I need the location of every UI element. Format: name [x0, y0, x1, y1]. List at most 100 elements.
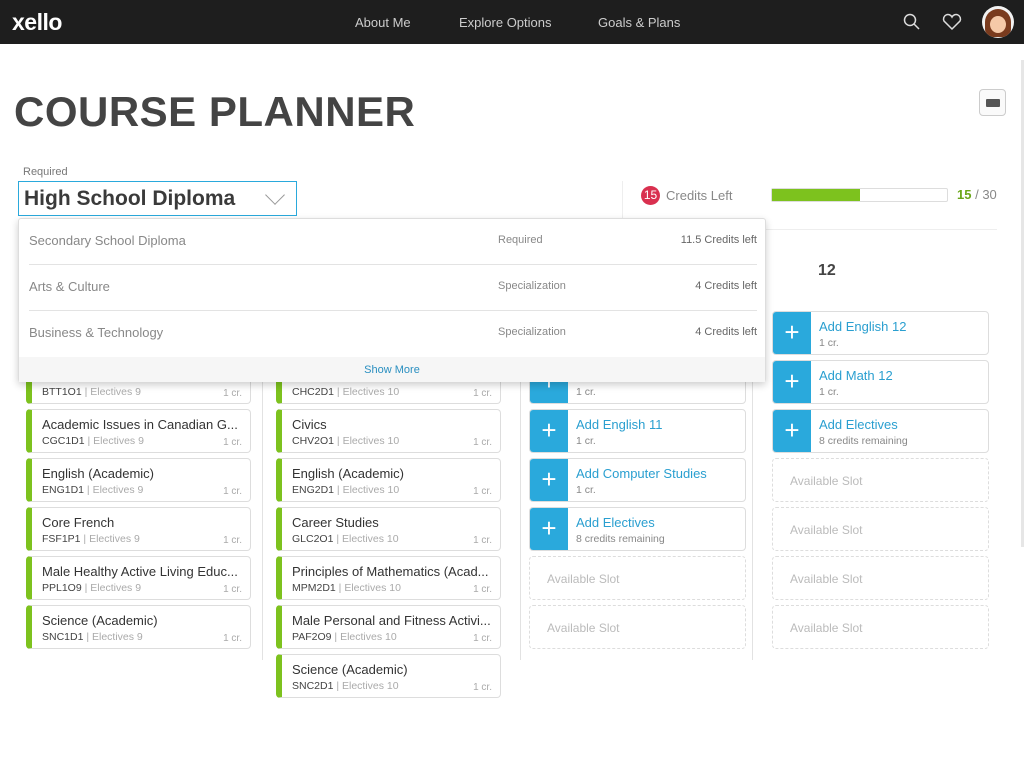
course-title: Science (Academic): [292, 662, 408, 677]
add-course-subtitle: 1 cr.: [576, 484, 596, 496]
avatar[interactable]: [982, 6, 1014, 38]
course-credits: 1 cr.: [223, 388, 242, 399]
credits-left-badge: 15: [641, 186, 660, 205]
plus-icon: +: [530, 508, 568, 550]
course-meta: ENG2D1 | Electives 10: [292, 484, 400, 496]
course-card[interactable]: Academic Issues in Canadian G... CGC1D1 |…: [26, 409, 251, 453]
dropdown-option[interactable]: Business & Technology Specialization 4 Cre…: [29, 325, 757, 340]
search-icon[interactable]: [903, 13, 921, 31]
course-meta: SNC1D1 | Electives 9: [42, 631, 143, 643]
plan-select[interactable]: High School Diploma: [18, 181, 297, 216]
course-meta: CHV2O1 | Electives 10: [292, 435, 400, 447]
plus-icon: +: [530, 410, 568, 452]
chevron-down-icon: [265, 185, 285, 205]
course-title: English (Academic): [42, 466, 154, 481]
plus-icon: +: [773, 312, 811, 354]
course-title: Civics: [292, 417, 327, 432]
add-course-title: Add Computer Studies: [576, 466, 707, 481]
nav-about-me[interactable]: About Me: [355, 15, 411, 30]
course-category: Electives 10: [342, 533, 399, 545]
course-credits: 1 cr.: [473, 682, 492, 693]
course-card[interactable]: Male Personal and Fitness Activi... PAF2O…: [276, 605, 501, 649]
add-course-subtitle: 1 cr.: [576, 435, 596, 447]
course-card[interactable]: Male Healthy Active Living Educ... PPL1O9…: [26, 556, 251, 600]
add-course-card[interactable]: + Add English 11 1 cr.: [529, 409, 746, 453]
available-slot[interactable]: Available Slot: [529, 605, 746, 649]
course-title: Core French: [42, 515, 115, 530]
plus-icon: +: [530, 459, 568, 501]
progress-fill: [772, 189, 860, 201]
add-course-card[interactable]: + Add Computer Studies 1 cr.: [529, 458, 746, 502]
course-title: Science (Academic): [42, 613, 158, 628]
add-course-title: Add English 11: [576, 417, 663, 432]
course-code: BTT1O1: [42, 386, 82, 398]
course-card[interactable]: Career Studies GLC2O1 | Electives 10 1 cr.: [276, 507, 501, 551]
course-category: Electives 10: [342, 484, 400, 496]
course-code: PPL1O9: [42, 582, 82, 594]
course-card[interactable]: Civics CHV2O1 | Electives 10 1 cr.: [276, 409, 501, 453]
course-code: MPM2D1: [292, 582, 336, 594]
available-slot[interactable]: Available Slot: [529, 556, 746, 600]
plan-select-value: High School Diploma: [24, 187, 236, 210]
course-code: CHV2O1: [292, 435, 335, 447]
course-category: Electives 9: [92, 631, 143, 643]
course-card[interactable]: English (Academic) ENG2D1 | Electives 10 1…: [276, 458, 501, 502]
heart-icon[interactable]: [942, 13, 962, 31]
add-course-subtitle: 1 cr.: [819, 337, 839, 349]
course-code: SNC2D1: [292, 680, 334, 692]
add-course-title: Add Electives: [576, 515, 655, 530]
course-category: Electives 9: [89, 533, 140, 545]
plan-type-label: Required: [23, 166, 68, 178]
add-course-card[interactable]: + Add Math 12 1 cr.: [772, 360, 989, 404]
course-meta: MPM2D1 | Electives 10: [292, 582, 401, 594]
course-category: Electives 9: [93, 435, 144, 447]
course-card[interactable]: Core French FSF1P1 | Electives 9 1 cr.: [26, 507, 251, 551]
course-credits: 1 cr.: [473, 584, 492, 595]
course-credits: 1 cr.: [473, 633, 492, 644]
course-category: Electives 9: [90, 386, 142, 398]
show-more-button[interactable]: Show More: [19, 357, 765, 382]
divider: [622, 229, 997, 230]
course-meta: SNC2D1 | Electives 10: [292, 680, 399, 692]
add-course-title: Add Math 12: [819, 368, 893, 383]
available-slot[interactable]: Available Slot: [772, 605, 989, 649]
course-card[interactable]: Science (Academic) SNC1D1 | Electives 9 1 …: [26, 605, 251, 649]
course-card[interactable]: Principles of Mathematics (Acad... MPM2D1…: [276, 556, 501, 600]
add-course-title: Add Electives: [819, 417, 898, 432]
dropdown-option[interactable]: Secondary School Diploma Required 11.5 Cre…: [29, 219, 757, 265]
course-category: Electives 9: [90, 582, 142, 594]
add-course-subtitle: 1 cr.: [819, 386, 839, 398]
scrollbar[interactable]: [1021, 60, 1024, 547]
course-credits: 1 cr.: [473, 388, 492, 399]
add-course-card[interactable]: + Add Electives 8 credits remaining: [529, 507, 746, 551]
course-code: PAF2O9: [292, 631, 332, 643]
add-course-title: Add English 12: [819, 319, 907, 334]
plus-icon: +: [773, 410, 811, 452]
course-meta: BTT1O1 | Electives 9: [42, 386, 142, 398]
course-card[interactable]: Science (Academic) SNC2D1 | Electives 10 1…: [276, 654, 501, 698]
course-card[interactable]: English (Academic) ENG1D1 | Electives 9 1 …: [26, 458, 251, 502]
available-slot[interactable]: Available Slot: [772, 507, 989, 551]
add-course-subtitle: 8 credits remaining: [576, 533, 665, 545]
nav-goals-plans[interactable]: Goals & Plans: [598, 15, 681, 30]
column-divider: [752, 300, 753, 660]
print-button[interactable]: [979, 89, 1006, 116]
course-category: Electives 10: [342, 435, 400, 447]
course-title: Academic Issues in Canadian G...: [42, 417, 238, 432]
plan-dropdown-menu: Secondary School Diploma Required 11.5 Cre…: [18, 218, 766, 382]
add-course-subtitle: 8 credits remaining: [819, 435, 908, 447]
course-meta: PAF2O9 | Electives 10: [292, 631, 397, 643]
dropdown-option[interactable]: Arts & Culture Specialization 4 Credits le…: [29, 265, 757, 311]
available-slot[interactable]: Available Slot: [772, 458, 989, 502]
nav-explore-options[interactable]: Explore Options: [459, 15, 552, 30]
add-course-subtitle: 1 cr.: [576, 386, 596, 398]
xello-logo[interactable]: xello: [12, 9, 62, 35]
course-code: CGC1D1: [42, 435, 85, 447]
available-slot[interactable]: Available Slot: [772, 556, 989, 600]
course-credits: 1 cr.: [223, 437, 242, 448]
course-credits: 1 cr.: [473, 486, 492, 497]
course-credits: 1 cr.: [223, 584, 242, 595]
add-course-card[interactable]: + Add English 12 1 cr.: [772, 311, 989, 355]
course-code: FSF1P1: [42, 533, 81, 545]
add-course-card[interactable]: + Add Electives 8 credits remaining: [772, 409, 989, 453]
